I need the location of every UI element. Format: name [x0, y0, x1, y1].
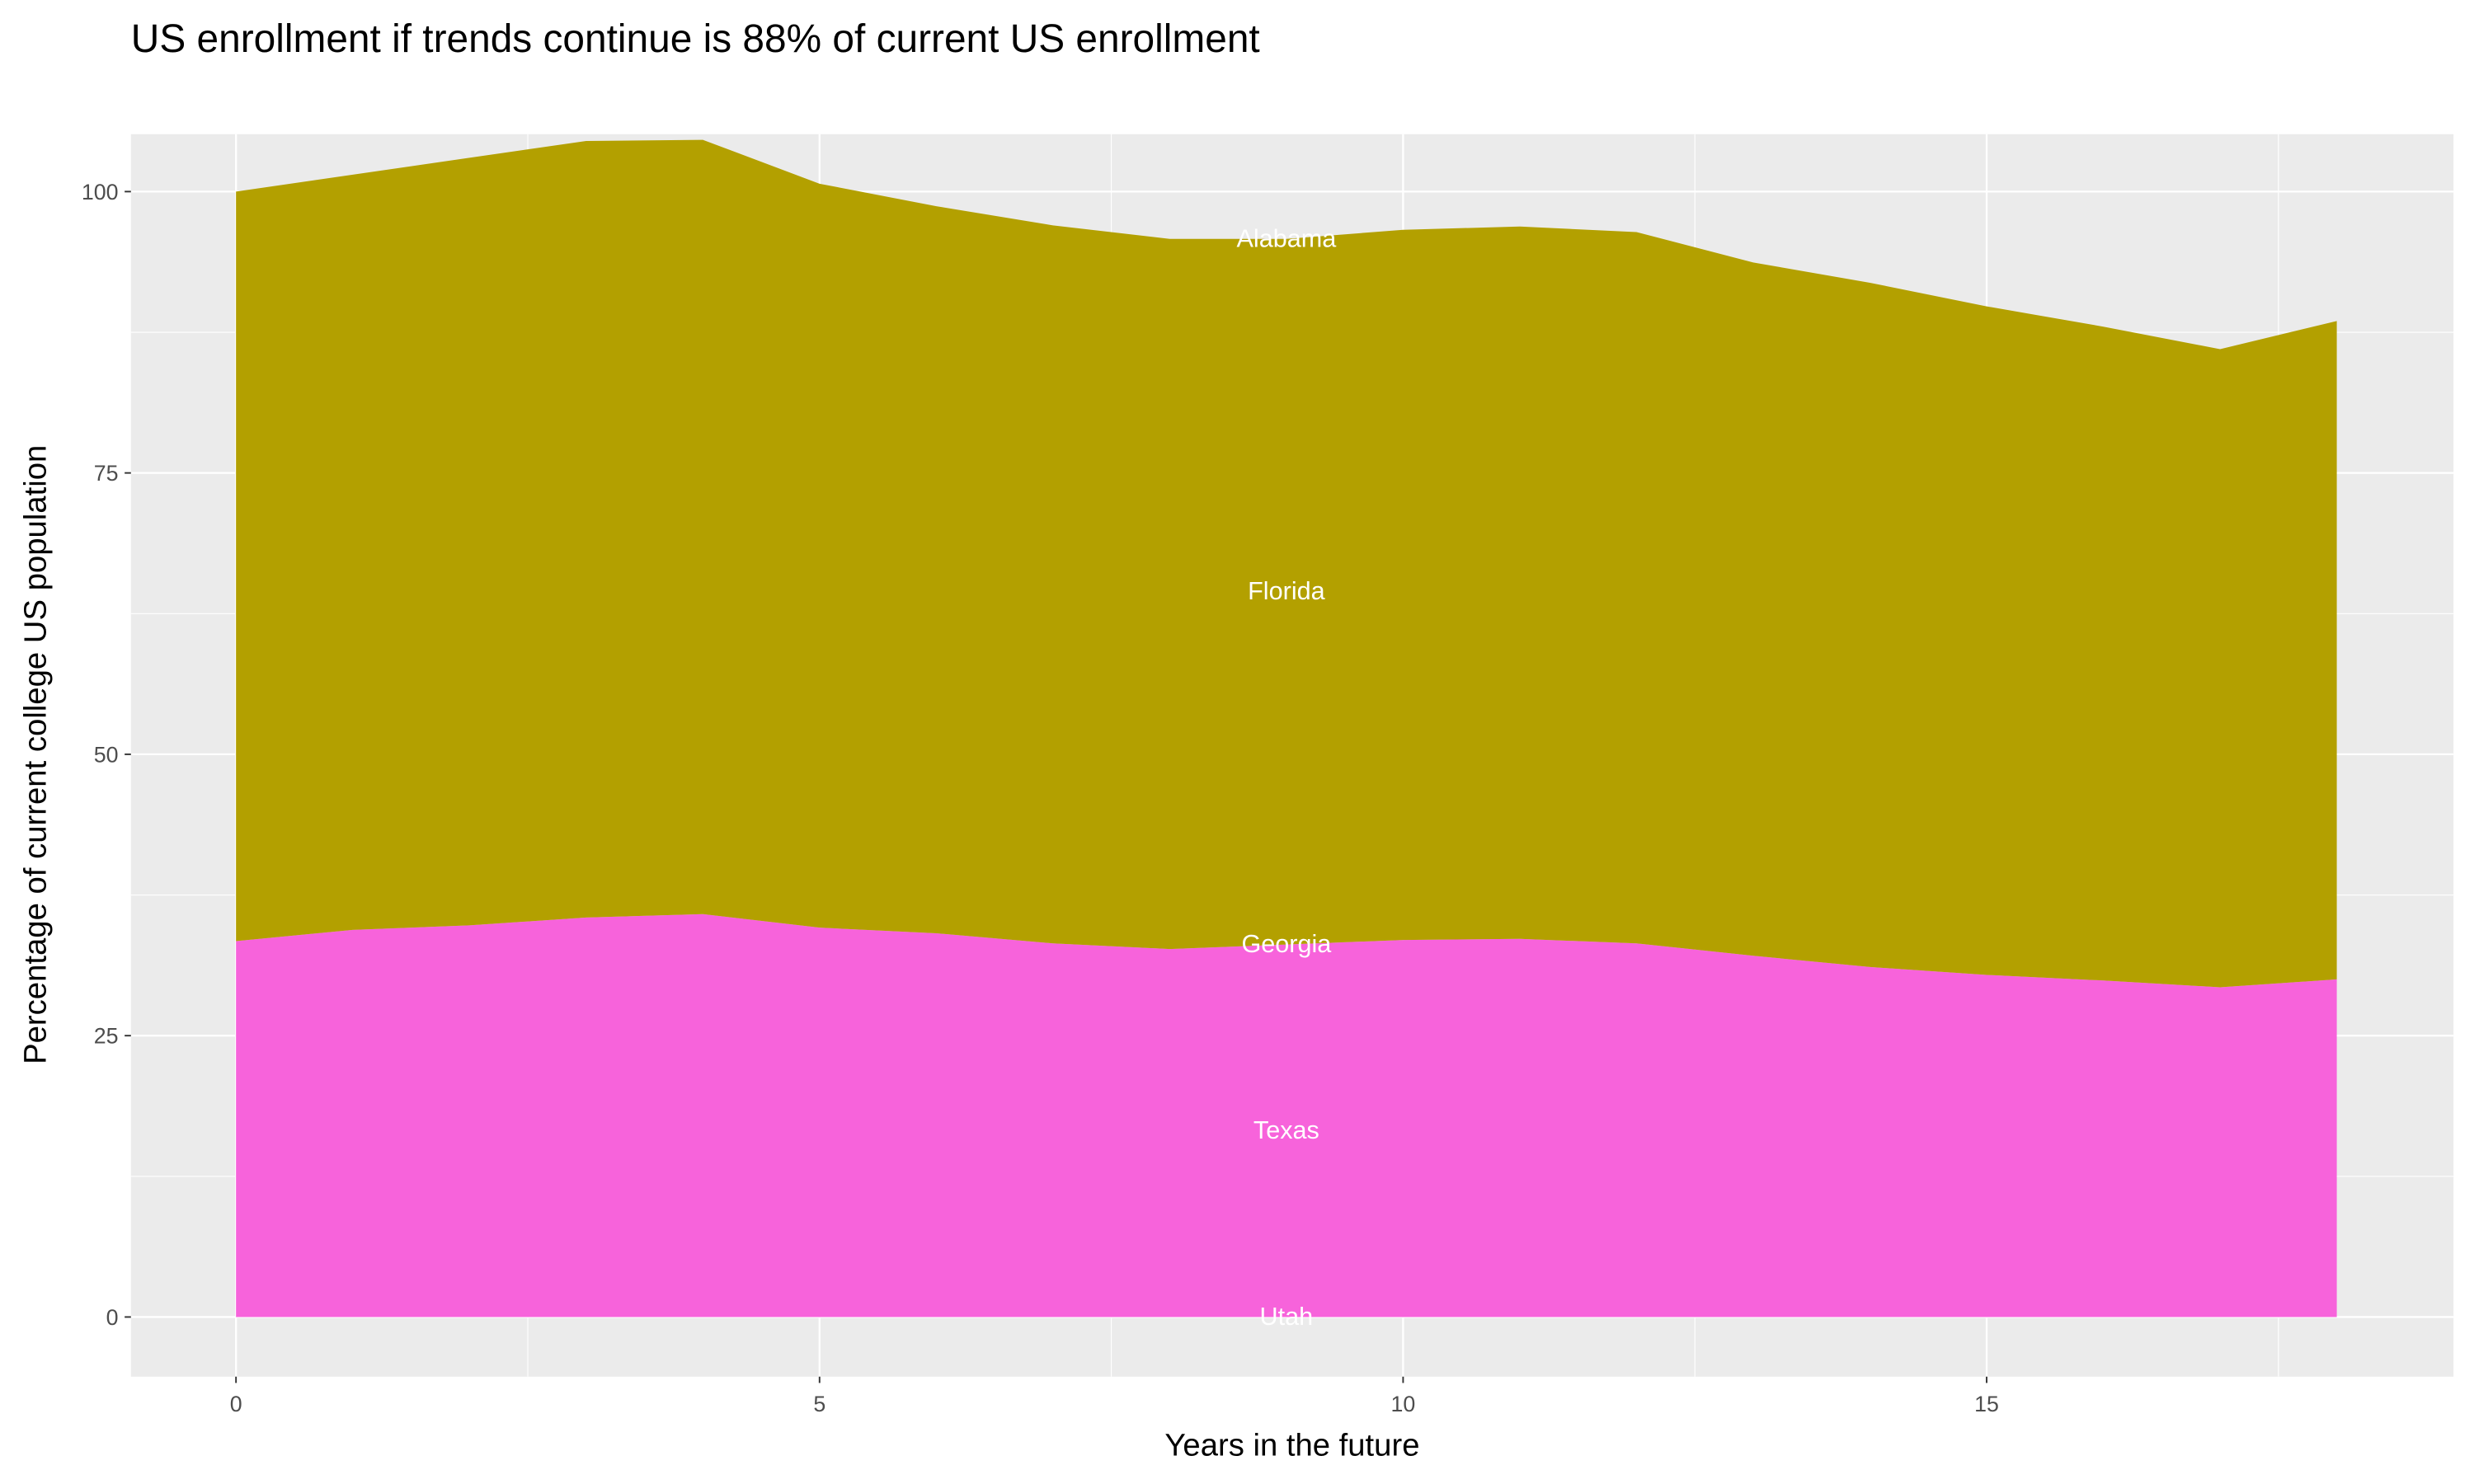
y-axis-title: Percentage of current college US populat…	[17, 445, 53, 1064]
y-tick-label: 100	[82, 180, 119, 204]
x-tick-label: 10	[1391, 1392, 1416, 1416]
area-label-georgia: Georgia	[1241, 930, 1332, 958]
x-tick-label: 0	[230, 1392, 242, 1416]
areas	[236, 139, 2337, 1317]
y-tick-label: 50	[94, 742, 119, 767]
x-axis-title: Years in the future	[1164, 1428, 1419, 1463]
x-tick-label: 5	[813, 1392, 825, 1416]
x-axis-ticks: 0 5 10 15	[230, 1376, 1999, 1416]
area-label-florida: Florida	[1248, 577, 1325, 605]
y-tick-label: 75	[94, 461, 119, 486]
area-labels: Utah Texas Georgia Florida Alabama	[1237, 224, 1338, 1331]
area-texas	[236, 913, 2337, 1317]
area-label-texas: Texas	[1253, 1116, 1319, 1144]
y-tick-label: 25	[94, 1024, 119, 1049]
chart-title: US enrollment if trends continue is 88% …	[131, 17, 1260, 61]
y-axis-ticks: 0 25 50 75 100	[82, 180, 131, 1330]
x-tick-label: 15	[1974, 1392, 1999, 1416]
area-label-alabama: Alabama	[1237, 224, 1338, 252]
y-tick-label: 0	[106, 1305, 119, 1330]
area-label-utah: Utah	[1260, 1303, 1314, 1331]
area-florida	[236, 139, 2337, 988]
